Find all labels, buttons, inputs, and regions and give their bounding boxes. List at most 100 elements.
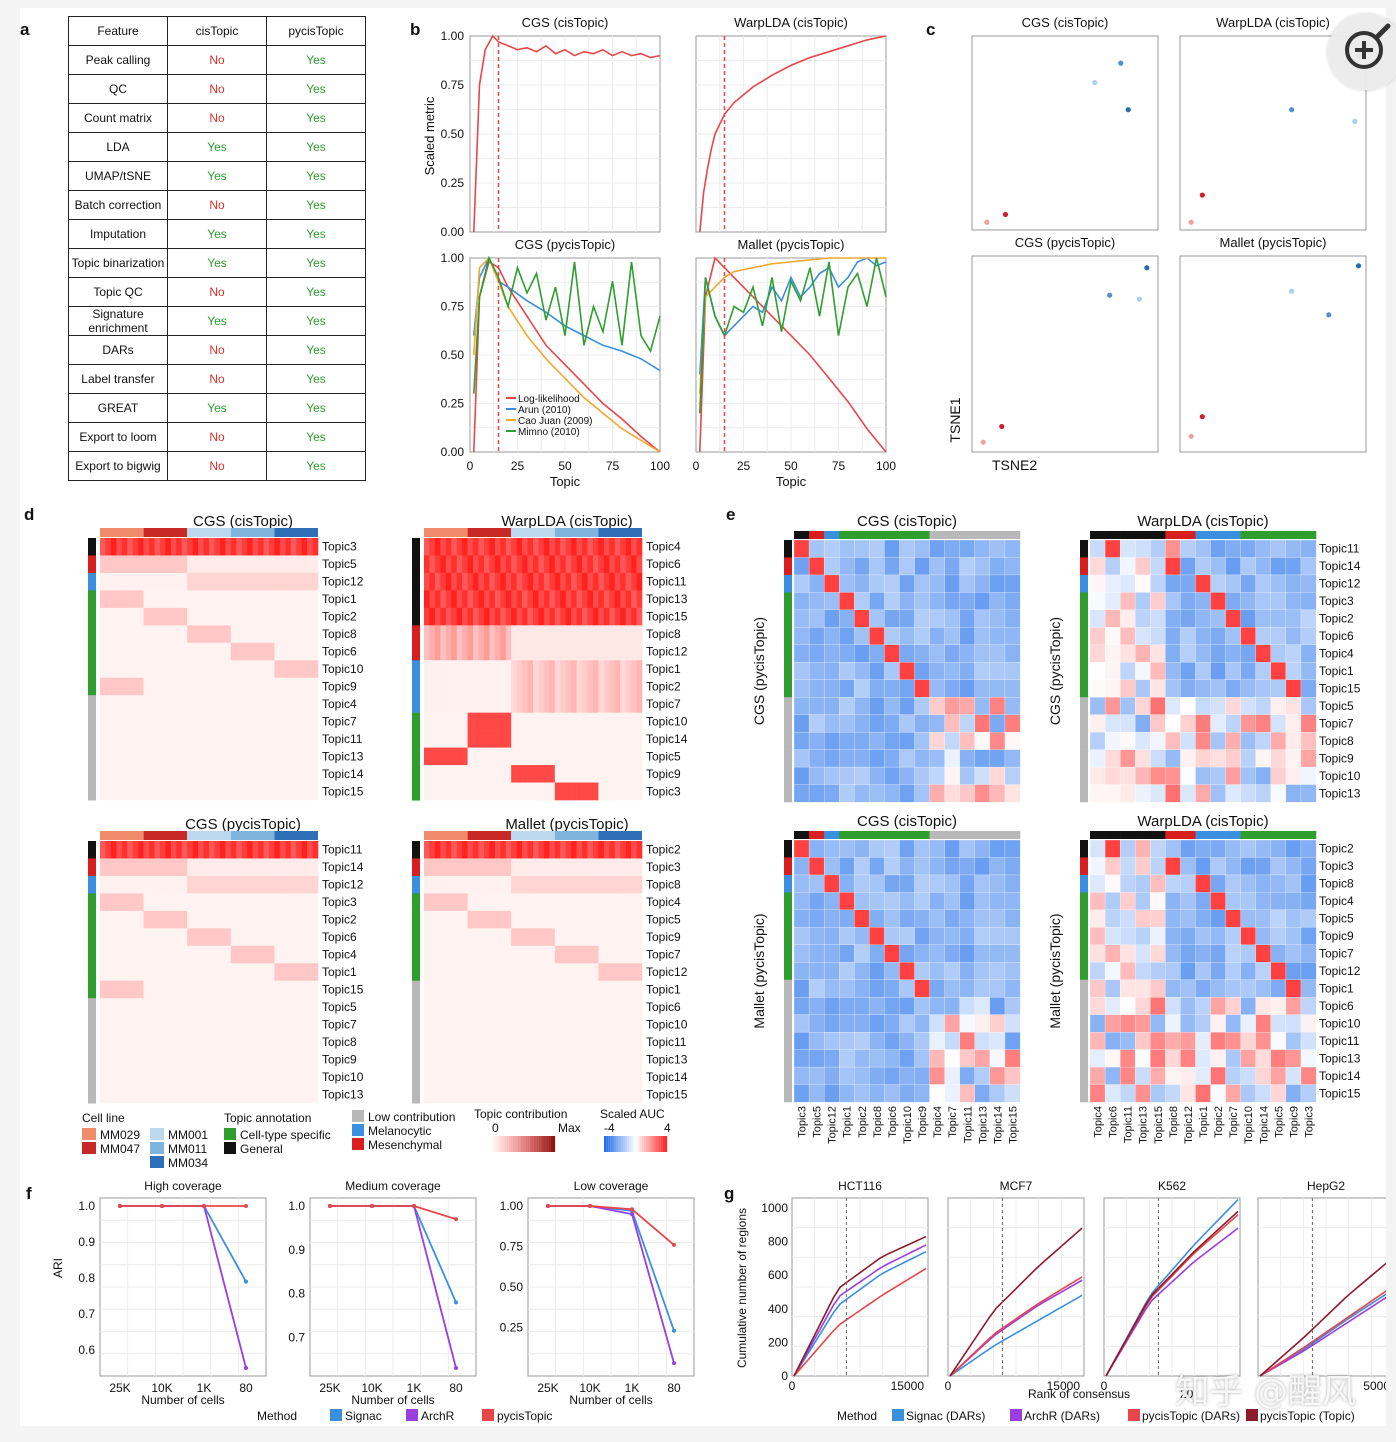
heatmap-cell — [974, 1031, 991, 1051]
row-topic-label: Topic10 — [1319, 1016, 1361, 1030]
heatmap-cell — [929, 1014, 946, 1033]
heatmap-cell — [429, 875, 436, 894]
heatmap-cell — [543, 625, 550, 644]
heatmap-cell — [1089, 927, 1106, 946]
heatmap-cell — [489, 625, 496, 644]
heatmap-cell — [914, 557, 931, 576]
heatmap-cell — [974, 557, 991, 576]
heatmap-cell — [429, 538, 436, 556]
topic-annotation-bar — [1004, 831, 1021, 839]
heatmap-cell — [1270, 839, 1287, 858]
heatmap-cell — [516, 1033, 523, 1051]
heatmap-cell — [489, 945, 496, 964]
heatmap-cell — [571, 910, 577, 929]
heatmap-cell — [554, 998, 561, 1016]
heatmap-cell — [549, 625, 556, 644]
heatmap-cell — [219, 590, 226, 609]
heatmap-cell — [1270, 944, 1287, 963]
heatmap-cell — [451, 747, 457, 766]
heatmap-cell — [614, 555, 621, 574]
heatmap-cell — [636, 712, 643, 731]
heatmap-cell — [549, 712, 556, 731]
heatmap-cell — [285, 1085, 292, 1104]
feature-cell: LDA — [68, 132, 168, 162]
topic-annotation-bar — [412, 1068, 420, 1087]
heatmap-cell — [116, 910, 123, 929]
heatmap-cell — [241, 910, 248, 929]
heatmap-cell — [440, 747, 447, 766]
heatmap-cell — [1004, 609, 1021, 628]
heatmap-cell — [538, 642, 545, 661]
heatmap-cell — [203, 695, 210, 713]
heatmap-cell — [263, 893, 270, 912]
heatmap-cell — [1255, 997, 1272, 1016]
heatmap-cell — [121, 1015, 128, 1034]
heatmap-cell — [1004, 784, 1021, 803]
heatmap-cell — [209, 928, 215, 947]
heatmap-cell — [187, 1015, 193, 1034]
heatmap-cell — [839, 874, 855, 893]
heatmap-cell — [1119, 574, 1136, 593]
method-point — [160, 1204, 164, 1208]
heatmap-cell — [808, 874, 825, 893]
heatmap-cell — [467, 625, 474, 644]
heatmap-cell — [473, 858, 479, 877]
heatmap-cell — [620, 1015, 626, 1034]
heatmap-cell — [603, 910, 610, 929]
heatmap-cell — [274, 607, 281, 626]
heatmap-cell — [478, 875, 485, 894]
heatmap-cell — [494, 555, 501, 574]
heatmap-cell — [268, 945, 275, 964]
heatmap-cell — [1119, 979, 1136, 998]
topic-annotation-bar — [784, 609, 792, 628]
heatmap-cell — [252, 875, 259, 894]
heatmap-cell — [445, 712, 452, 731]
heatmap-cell — [500, 841, 507, 859]
heatmap-cell — [533, 841, 539, 859]
heatmap-cell — [560, 998, 566, 1016]
heatmap-cell — [483, 910, 490, 929]
support-cell: No — [167, 335, 267, 365]
heatmap-cell — [587, 1033, 594, 1051]
row-topic-label: Topic10 — [1319, 769, 1361, 783]
heatmap-cell — [225, 765, 232, 783]
heatmap-cell — [511, 730, 517, 748]
gradient-swatch — [519, 1136, 522, 1152]
heatmap-cell — [290, 841, 297, 859]
heatmap-cell — [279, 765, 286, 783]
topic-annotation-bar — [1240, 531, 1257, 539]
heatmap-cell — [285, 607, 292, 626]
heatmap-cell — [1270, 857, 1287, 876]
heatmap-cell — [258, 747, 264, 766]
heatmap-cell — [105, 555, 112, 574]
heatmap-cell — [203, 642, 210, 661]
heatmap-cell — [489, 782, 496, 801]
heatmap-cell — [1150, 1084, 1166, 1103]
heatmap-cell — [440, 1033, 447, 1051]
heatmap-cell — [100, 607, 106, 626]
heatmap-cell — [554, 980, 561, 999]
heatmap-cell — [1195, 1049, 1211, 1068]
heatmap-cell — [1195, 731, 1211, 751]
y-tick-label: 0.50 — [441, 348, 465, 362]
heatmap-cell — [105, 625, 112, 644]
heatmap-cell — [1240, 962, 1257, 981]
heatmap-cell — [1089, 997, 1106, 1016]
heatmap-cell — [1210, 962, 1227, 981]
heatmap-cell — [505, 963, 512, 982]
heatmap-cell — [554, 875, 561, 894]
topic-annotation-bar — [1080, 609, 1088, 628]
heatmap-cell — [511, 1068, 517, 1086]
heatmap-cell — [914, 962, 931, 981]
heatmap-cell — [609, 712, 616, 731]
heatmap-cell — [899, 892, 915, 911]
heatmap-cell — [312, 712, 319, 731]
heatmap-cell — [483, 858, 490, 877]
heatmap-cell — [268, 1068, 275, 1086]
heatmap-cell — [884, 962, 900, 981]
heatmap-cell — [285, 590, 292, 609]
heatmap-cell — [511, 765, 517, 783]
heatmap-cell — [214, 858, 221, 877]
heatmap-cell — [279, 712, 286, 731]
zoom-in-button[interactable] — [1328, 14, 1396, 90]
